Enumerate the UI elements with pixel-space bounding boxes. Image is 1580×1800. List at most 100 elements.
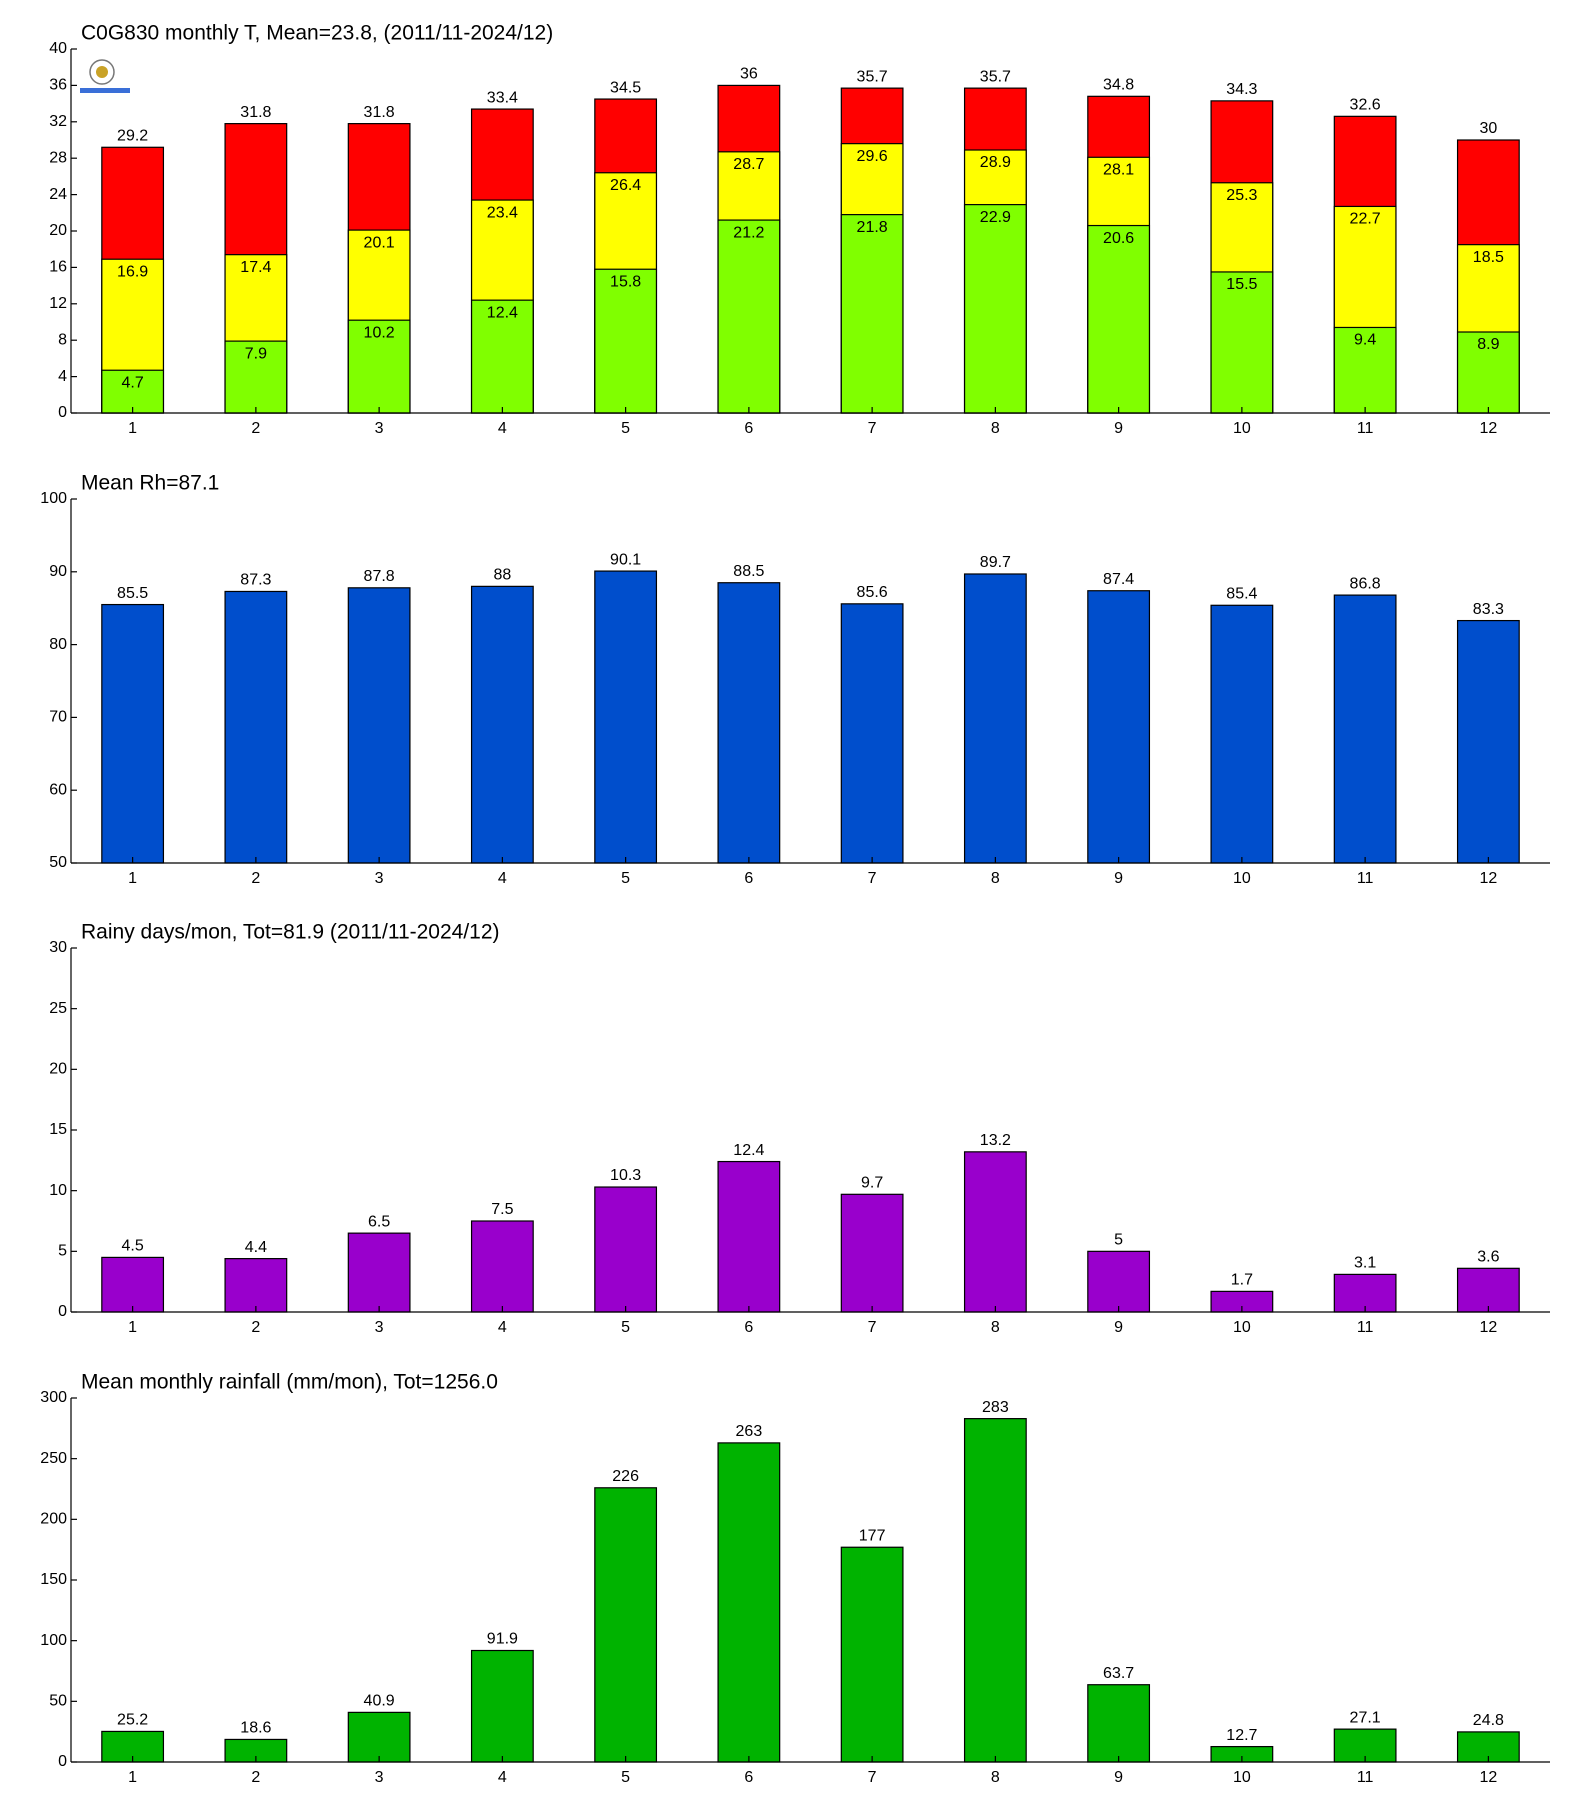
x-tick-label: 6 bbox=[744, 1769, 753, 1786]
chart-title: Rainy days/mon, Tot=81.9 (2011/11-2024/1… bbox=[81, 921, 500, 944]
value-label: 23.4 bbox=[487, 204, 518, 221]
y-tick-label: 50 bbox=[49, 854, 67, 871]
value-label: 31.8 bbox=[240, 104, 271, 121]
value-label: 12.4 bbox=[733, 1142, 764, 1159]
value-label: 22.9 bbox=[980, 209, 1011, 226]
value-label: 88.5 bbox=[733, 563, 764, 580]
x-tick-label: 8 bbox=[991, 1769, 1000, 1786]
x-tick-label: 4 bbox=[498, 1769, 507, 1786]
y-tick-label: 70 bbox=[49, 709, 67, 726]
x-tick-label: 1 bbox=[128, 1769, 137, 1786]
bar bbox=[347, 1232, 411, 1313]
y-tick-label: 5 bbox=[58, 1243, 67, 1260]
y-tick-label: 24 bbox=[49, 186, 67, 203]
value-label: 12.7 bbox=[1226, 1727, 1257, 1744]
bar bbox=[101, 1256, 165, 1313]
x-tick-label: 9 bbox=[1114, 1769, 1123, 1786]
bar bbox=[1333, 594, 1397, 864]
value-label: 8.9 bbox=[1477, 336, 1499, 353]
x-tick-label: 7 bbox=[868, 420, 877, 437]
y-tick-label: 300 bbox=[40, 1389, 67, 1406]
value-label: 34.3 bbox=[1226, 81, 1257, 98]
y-tick-label: 4 bbox=[58, 368, 67, 385]
value-label: 31.8 bbox=[364, 104, 395, 121]
value-label: 22.7 bbox=[1350, 211, 1381, 228]
value-label: 4.4 bbox=[245, 1239, 267, 1256]
x-tick-label: 5 bbox=[621, 420, 630, 437]
x-tick-label: 11 bbox=[1357, 1769, 1374, 1786]
bar bbox=[717, 1160, 781, 1313]
value-label: 32.6 bbox=[1350, 97, 1381, 114]
y-tick-label: 200 bbox=[40, 1511, 67, 1528]
value-label: 20.1 bbox=[364, 234, 395, 251]
x-tick-label: 2 bbox=[251, 1769, 260, 1786]
logo bbox=[80, 59, 130, 93]
value-label: 88 bbox=[493, 567, 511, 584]
value-label: 35.7 bbox=[857, 68, 888, 85]
bar bbox=[1087, 590, 1151, 864]
x-tick-label: 10 bbox=[1233, 1769, 1251, 1786]
bar bbox=[840, 214, 904, 414]
x-tick-label: 12 bbox=[1479, 870, 1497, 887]
value-label: 27.1 bbox=[1350, 1709, 1381, 1726]
x-tick-label: 8 bbox=[991, 870, 1000, 887]
x-tick-label: 9 bbox=[1114, 420, 1123, 437]
value-label: 12.4 bbox=[487, 304, 518, 321]
bar bbox=[717, 582, 781, 864]
value-label: 26.4 bbox=[610, 177, 641, 194]
bar bbox=[963, 1418, 1027, 1763]
x-tick-label: 10 bbox=[1233, 870, 1251, 887]
value-label: 21.2 bbox=[733, 224, 764, 241]
x-tick-label: 6 bbox=[744, 1319, 753, 1336]
y-tick-label: 250 bbox=[40, 1450, 67, 1467]
y-tick-label: 30 bbox=[49, 939, 67, 956]
y-tick-label: 20 bbox=[49, 222, 67, 239]
y-tick-label: 100 bbox=[40, 490, 67, 507]
bar bbox=[840, 1193, 904, 1313]
value-label: 63.7 bbox=[1103, 1665, 1134, 1682]
x-tick-label: 4 bbox=[498, 420, 507, 437]
y-tick-label: 32 bbox=[49, 113, 67, 130]
bar bbox=[1087, 224, 1151, 414]
bar bbox=[1087, 1250, 1151, 1313]
y-tick-label: 10 bbox=[49, 1182, 67, 1199]
value-label: 17.4 bbox=[240, 259, 271, 276]
y-tick-label: 16 bbox=[49, 259, 67, 276]
value-label: 263 bbox=[736, 1423, 763, 1440]
value-label: 33.4 bbox=[487, 89, 518, 106]
chart-title: Mean monthly rainfall (mm/mon), Tot=1256… bbox=[81, 1371, 498, 1394]
x-tick-label: 2 bbox=[251, 1319, 260, 1336]
x-tick-label: 7 bbox=[868, 870, 877, 887]
value-label: 10.2 bbox=[364, 324, 395, 341]
x-tick-label: 5 bbox=[621, 870, 630, 887]
bar bbox=[963, 1151, 1027, 1313]
x-tick-label: 4 bbox=[498, 870, 507, 887]
bar bbox=[470, 299, 534, 414]
value-label: 87.4 bbox=[1103, 571, 1134, 588]
bar bbox=[224, 590, 288, 864]
x-tick-label: 12 bbox=[1479, 420, 1497, 437]
value-label: 36 bbox=[740, 66, 758, 83]
bar bbox=[717, 219, 781, 414]
x-tick-label: 1 bbox=[128, 870, 137, 887]
bar bbox=[470, 585, 534, 864]
bar bbox=[347, 587, 411, 864]
x-tick-label: 10 bbox=[1233, 1319, 1251, 1336]
value-label: 3.1 bbox=[1354, 1255, 1376, 1272]
x-tick-label: 1 bbox=[128, 1319, 137, 1336]
value-label: 25.2 bbox=[117, 1712, 148, 1729]
bar bbox=[1333, 326, 1397, 414]
bar bbox=[1087, 1684, 1151, 1763]
y-tick-label: 12 bbox=[49, 295, 67, 312]
x-tick-label: 12 bbox=[1479, 1769, 1497, 1786]
x-tick-label: 7 bbox=[868, 1769, 877, 1786]
y-tick-label: 0 bbox=[58, 1303, 67, 1320]
value-label: 40.9 bbox=[364, 1693, 395, 1710]
bar bbox=[224, 340, 288, 414]
bar bbox=[224, 1258, 288, 1313]
x-tick-label: 10 bbox=[1233, 420, 1251, 437]
chart-title: C0G830 monthly T, Mean=23.8, (2011/11-20… bbox=[81, 22, 553, 45]
x-tick-label: 3 bbox=[375, 420, 384, 437]
bar bbox=[963, 573, 1027, 864]
x-tick-label: 2 bbox=[251, 420, 260, 437]
